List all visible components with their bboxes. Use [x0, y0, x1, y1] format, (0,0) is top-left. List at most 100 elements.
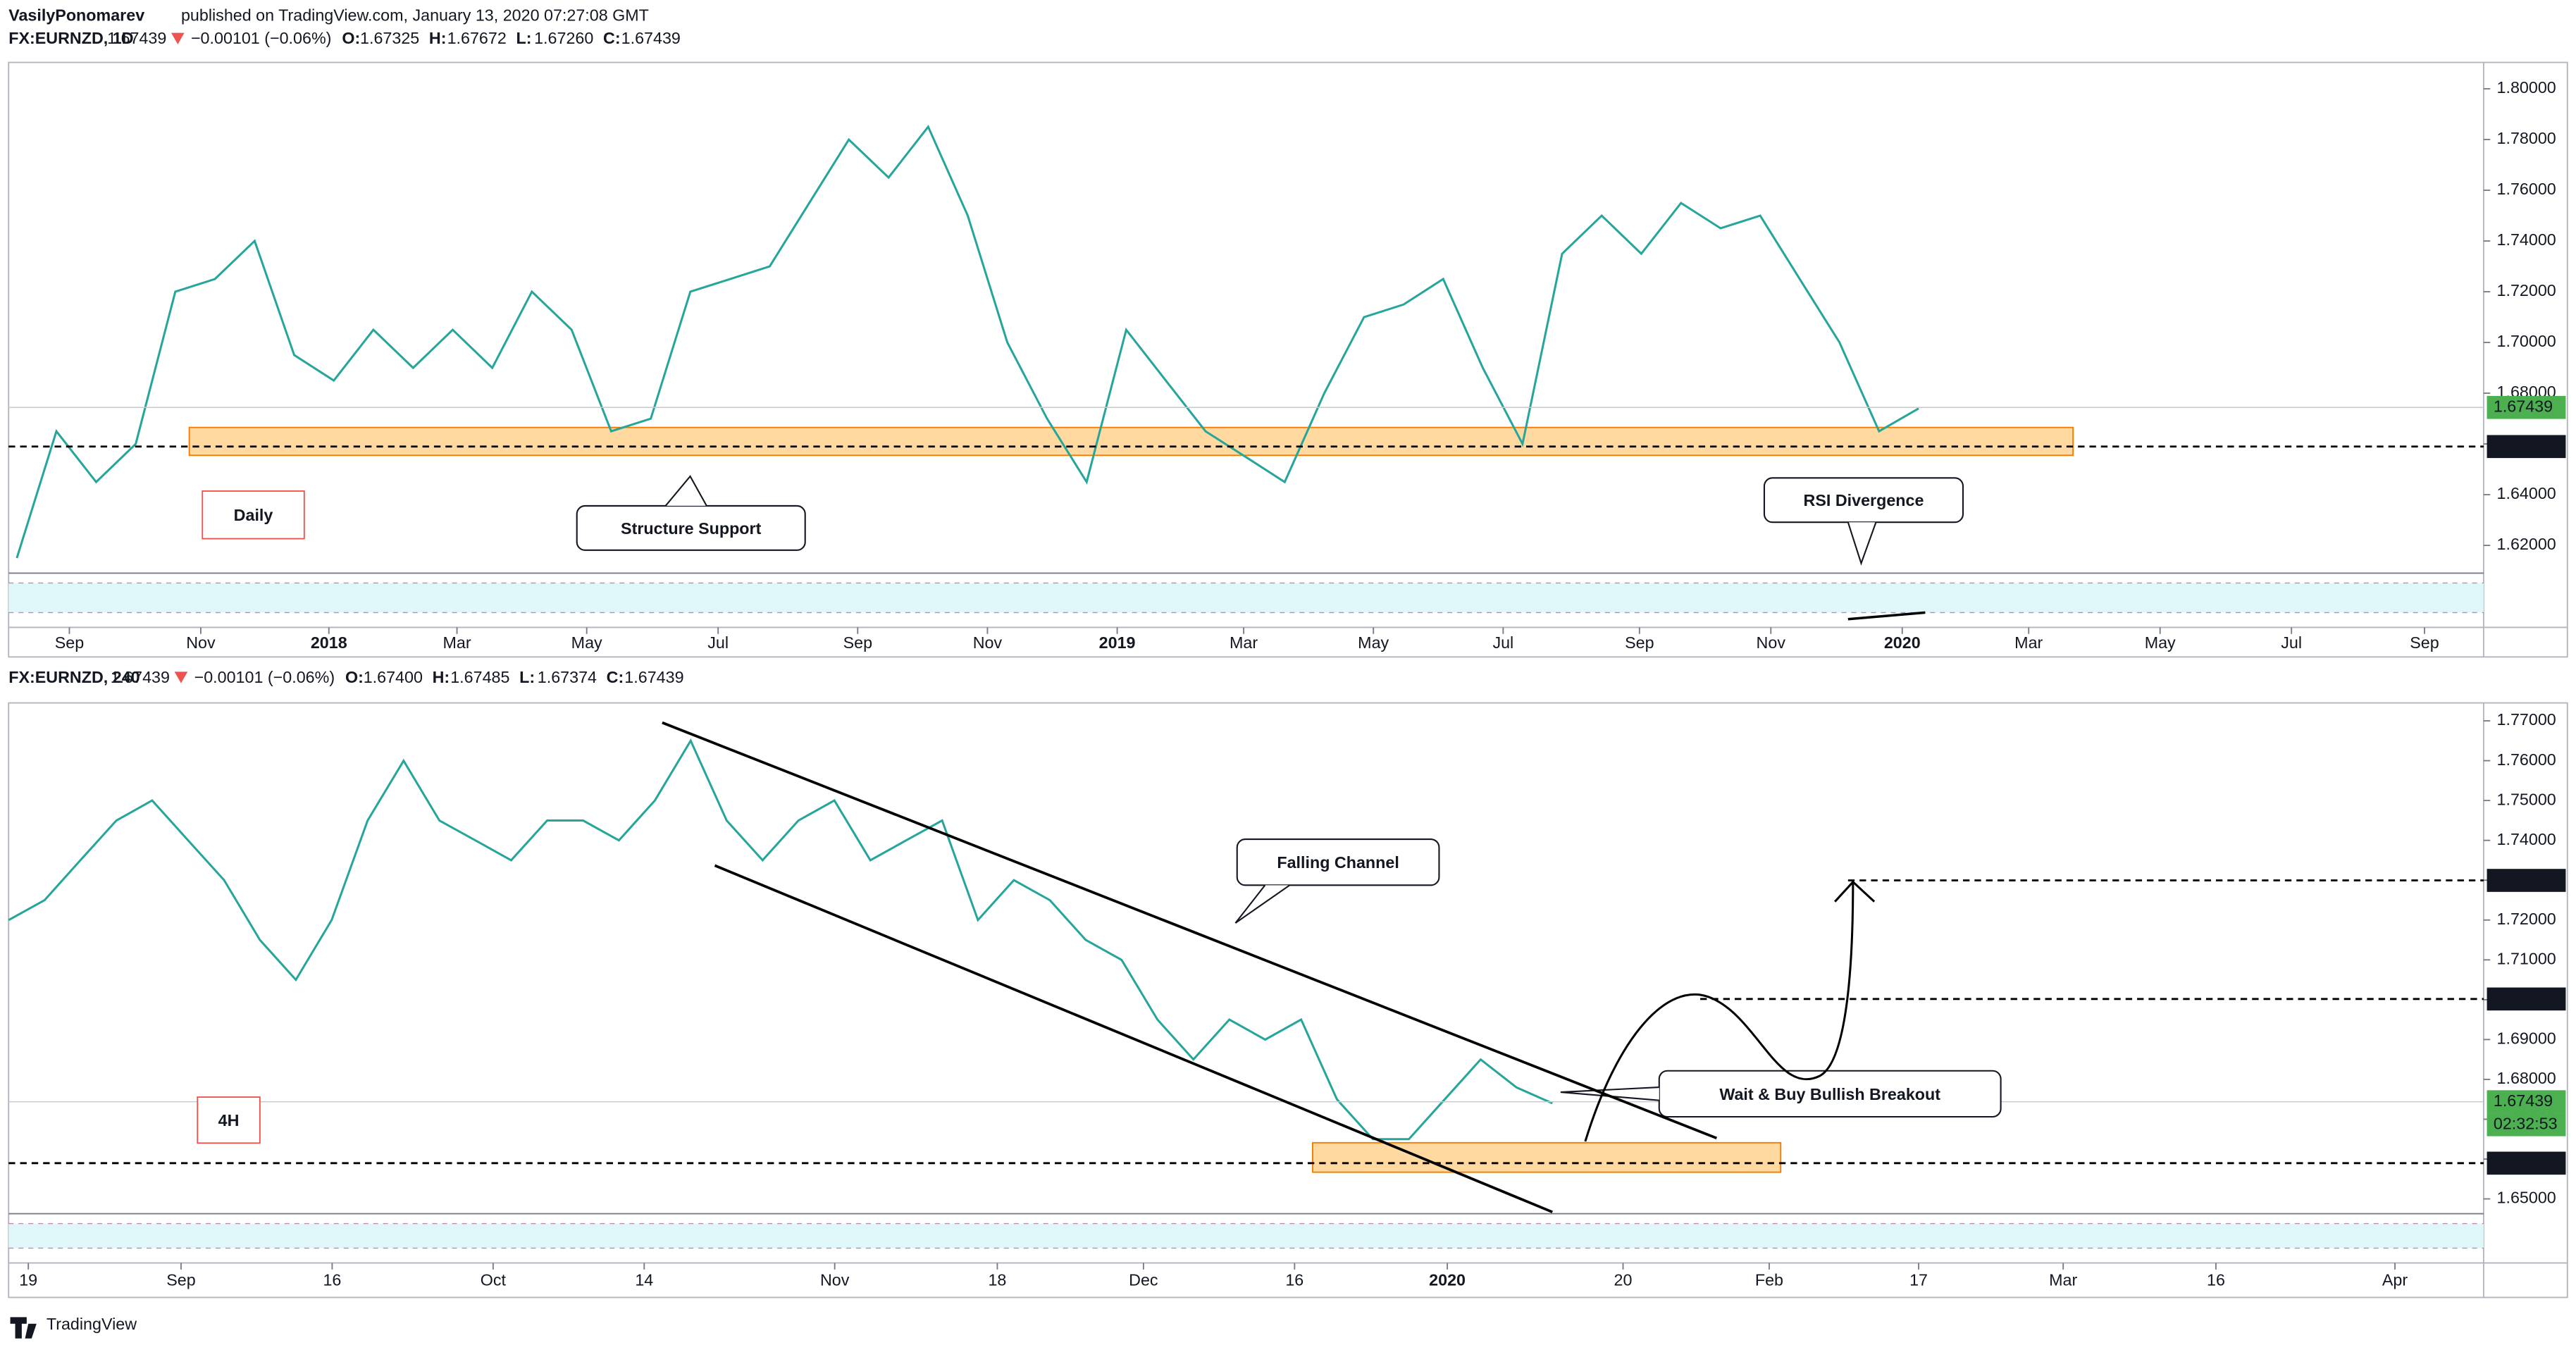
countdown-tag — [2487, 1113, 2566, 1137]
ohlc-value: 1.67400 — [364, 668, 423, 686]
level-tag — [2487, 987, 2566, 1011]
x-tick-label: Nov — [186, 633, 216, 652]
timeframe-box — [197, 1096, 261, 1144]
ohlc-value: 1.67439 — [624, 668, 683, 686]
x-tick-label: Feb — [1755, 1270, 1783, 1289]
rsi-band — [8, 583, 2484, 613]
x-tick-label: 16 — [2207, 1270, 2225, 1289]
x-tick-label: Sep — [2410, 633, 2439, 652]
x-tick-label: May — [571, 633, 602, 652]
rsi-band — [8, 1223, 2484, 1249]
y-tick-label: 1.76000 — [2497, 750, 2556, 769]
level-tag — [2487, 869, 2566, 892]
change: −0.00101 (−0.06%) — [191, 29, 331, 47]
x-tick-label: 16 — [323, 1270, 341, 1289]
price-line — [8, 738, 1553, 1141]
callout-text: RSI Divergence — [1804, 491, 1924, 509]
callout-pointer — [1234, 884, 1290, 924]
support-zone — [188, 426, 2074, 457]
ohlc-key: C: — [603, 29, 621, 47]
ohlc-value: 1.67672 — [447, 29, 507, 47]
y-tick-label: 1.70000 — [2497, 332, 2556, 350]
level-label: 1.70018 — [2494, 989, 2553, 1007]
x-tick-label: Mar — [2014, 633, 2043, 652]
current-price-tag — [2487, 395, 2566, 419]
x-tick-label: 18 — [988, 1270, 1006, 1289]
y-tick-label: 1.68000 — [2497, 1069, 2556, 1087]
x-tick-label: Jul — [2281, 633, 2302, 652]
change: −0.00101 (−0.06%) — [194, 668, 335, 686]
panel-frame — [8, 61, 2568, 658]
x-tick-label: Nov — [1757, 633, 1786, 652]
ohlc-key: H: — [429, 29, 447, 47]
y-tick-label: 1.76000 — [2497, 180, 2556, 198]
channel-upper — [662, 721, 1718, 1140]
callout-box — [1236, 838, 1440, 886]
current-price-label: 1.67439 — [2494, 397, 2553, 415]
callout-pointer — [1847, 521, 1877, 566]
x-tick-label: 14 — [635, 1270, 653, 1289]
x-tick-label: 2018 — [311, 633, 347, 652]
y-tick-label: 1.62000 — [2497, 535, 2556, 553]
divergence-line — [1847, 611, 1926, 621]
x-tick-label: Nov — [973, 633, 1003, 652]
x-tick-label: Sep — [166, 1270, 195, 1289]
x-tick-label: Mar — [2049, 1270, 2077, 1289]
level-label: 1.65897 — [2494, 1153, 2553, 1171]
y-tick-label: 1.80000 — [2497, 78, 2556, 97]
ohlc-key: H: — [433, 668, 450, 686]
last-price: 1.67439 — [107, 29, 166, 47]
x-tick-label: 20 — [1614, 1270, 1633, 1289]
timeframe-box — [202, 490, 305, 540]
price-line — [16, 125, 1919, 559]
ohlc-value: 1.67325 — [360, 29, 419, 47]
x-tick-label: Mar — [443, 633, 471, 652]
channel-lower — [714, 864, 1553, 1213]
level-tag — [2487, 435, 2566, 459]
symbol: FX:EURNZD, 1D — [8, 29, 133, 47]
x-tick-label: Sep — [843, 633, 872, 652]
ohlc-key: C: — [607, 668, 624, 686]
x-tick-label: 2019 — [1099, 633, 1136, 652]
logo — [10, 1317, 37, 1339]
x-tick-label: Jul — [1492, 633, 1513, 652]
author: VasilyPonomarev — [8, 6, 144, 24]
x-tick-label: May — [1358, 633, 1389, 652]
callout-pointer — [664, 475, 707, 507]
down-arrow — [174, 671, 188, 683]
current-price-label: 1.67439 — [2494, 1091, 2553, 1110]
level-label: 1.72995 — [2494, 870, 2553, 888]
timeframe-label: Daily — [234, 506, 273, 524]
timeframe-label: 4H — [218, 1111, 240, 1129]
x-tick-label: Sep — [1625, 633, 1654, 652]
ohlc-value: 1.67260 — [534, 29, 593, 47]
x-tick-label: Sep — [55, 633, 84, 652]
x-tick-label: 17 — [1909, 1270, 1928, 1289]
x-tick-label: Oct — [481, 1270, 507, 1289]
x-tick-label: May — [2145, 633, 2176, 652]
arrow-head — [1834, 880, 1876, 903]
ohlc-key: L: — [519, 668, 535, 686]
callout-text: Structure Support — [621, 519, 762, 538]
ohlc-value: 1.67439 — [621, 29, 681, 47]
x-tick-label: 2020 — [1429, 1270, 1466, 1289]
down-arrow — [171, 32, 185, 44]
x-tick-label: Dec — [1129, 1270, 1158, 1289]
level-label: 1.65897 — [2494, 436, 2553, 454]
ohlc-value: 1.67374 — [538, 668, 597, 686]
x-tick-label: 16 — [1285, 1270, 1304, 1289]
level-tag — [2487, 1151, 2566, 1175]
x-tick-label: 19 — [19, 1270, 37, 1289]
y-tick-label: 1.72000 — [2497, 281, 2556, 299]
callout-text: Falling Channel — [1277, 853, 1399, 872]
panel-frame — [8, 702, 2568, 1299]
x-tick-label: Mar — [1230, 633, 1258, 652]
x-tick-label: Nov — [820, 1270, 850, 1289]
y-tick-label: 1.77000 — [2497, 710, 2556, 729]
footer — [0, 1313, 2576, 1350]
last-price: 1.67439 — [111, 668, 170, 686]
ohlc-key: O: — [345, 668, 364, 686]
countdown: 02:32:53 — [2494, 1114, 2558, 1132]
